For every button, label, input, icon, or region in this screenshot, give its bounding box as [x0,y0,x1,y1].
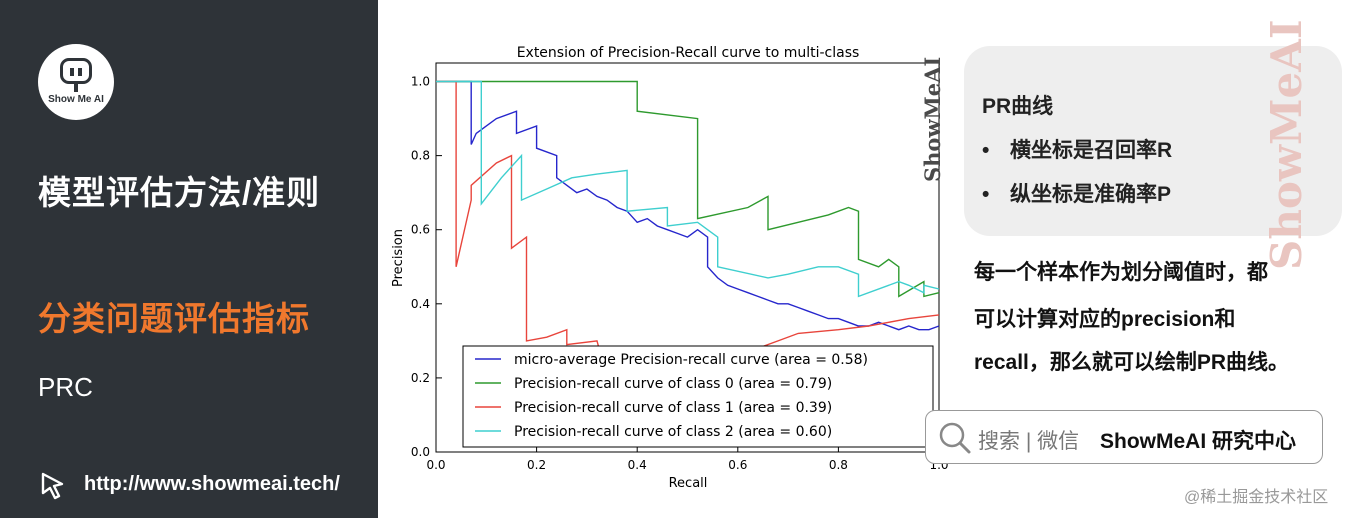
website-link[interactable]: http://www.showmeai.tech/ [84,473,340,495]
search-brand: ShowMeAI 研究中心 [1100,430,1297,453]
cursor-click-icon [41,472,64,500]
section-subtitle: PRC [38,372,93,402]
search-icon [939,422,971,454]
paragraph-line: 可以计算对应的precision和 [974,308,1236,331]
paragraph-line: 每一个样本作为划分阈值时，都 [974,261,1268,284]
x-tick-label: 0.4 [628,458,647,472]
y-tick-label: 0.4 [411,297,430,311]
chart-title: Extension of Precision-Recall curve to m… [517,45,860,61]
legend-label-2: Precision-recall curve of class 1 (area … [514,400,832,416]
callout-bullet: • 纵坐标是准确率P [982,183,1172,206]
search-label: 搜索 | 微信 [978,430,1080,453]
y-tick-label: 0.0 [411,445,430,459]
x-tick-label: 0.6 [728,458,747,472]
callout-title: PR曲线 [982,95,1054,118]
chart-watermark: ShowMeAI [920,56,945,182]
chart-legend: micro-average Precision-recall curve (ar… [462,345,934,448]
page-title: 模型评估方法/准则 [38,174,321,211]
y-tick-label: 0.8 [411,149,430,163]
x-tick-label: 0.0 [426,458,445,472]
pr-curve-chart: Extension of Precision-Recall curve to m… [391,45,949,491]
callout-box: PR曲线 • 横坐标是召回率R • 纵坐标是准确率P [964,46,1342,236]
wechat-search-box[interactable]: 搜索 | 微信 ShowMeAI 研究中心 [925,410,1323,464]
footer-site: @稀土掘金技术社区 [1184,489,1329,506]
legend-label-1: Precision-recall curve of class 0 (area … [514,376,832,392]
legend-label-0: micro-average Precision-recall curve (ar… [514,352,868,368]
logo-text: Show Me AI [48,94,104,105]
showmeai-logo: Show Me AI [38,44,114,120]
y-tick-label: 0.6 [411,223,430,237]
section-title: 分类问题评估指标 [38,300,310,337]
series-line-3 [436,80,940,298]
paragraph-line: recall，那么就可以绘制PR曲线。 [974,351,1290,374]
legend-label-3: Precision-recall curve of class 2 (area … [514,424,832,440]
robot-face-icon [60,58,92,84]
series-line-0 [436,80,940,331]
y-axis-label: Precision [391,229,406,287]
x-axis-label: Recall [669,476,708,491]
series-line-1 [436,80,940,298]
side-watermark: ShowMeAI [1262,19,1311,270]
sidebar: Show Me AI 模型评估方法/准则 分类问题评估指标 PRC http:/… [0,0,378,518]
series-line-2 [436,80,940,379]
bullet-text: 纵坐标是准确率P [1010,183,1172,206]
y-tick-label: 1.0 [411,75,430,89]
x-tick-label: 0.2 [527,458,546,472]
bullet-text: 横坐标是召回率R [1010,139,1173,162]
callout-bullet: • 横坐标是召回率R [982,139,1173,162]
x-tick-label: 0.8 [829,458,848,472]
y-tick-label: 0.2 [411,371,430,385]
legend-box [462,345,934,448]
